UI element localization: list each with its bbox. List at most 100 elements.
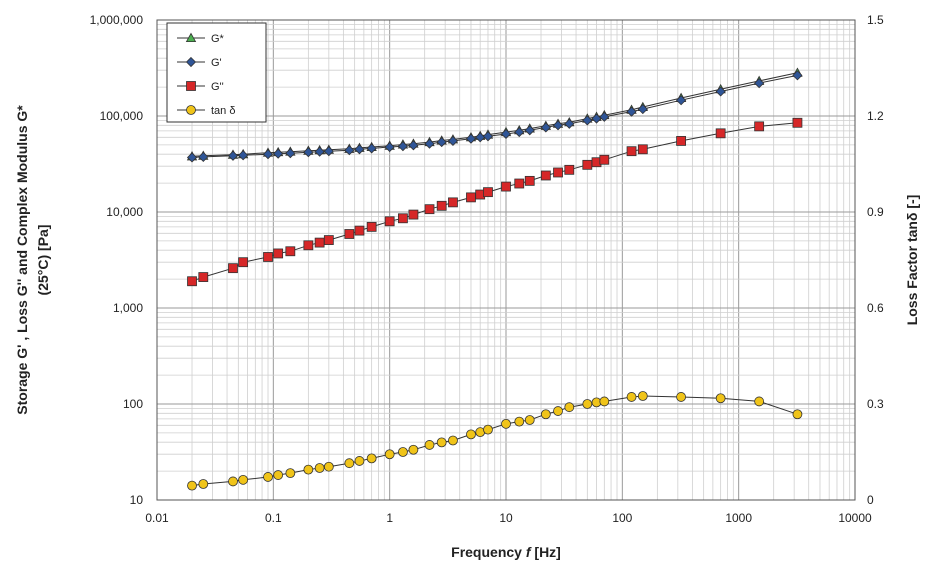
data-point: [366, 221, 377, 232]
data-point: [540, 409, 551, 420]
data-point: [564, 402, 575, 413]
data-point: [273, 248, 284, 259]
data-point: [448, 435, 458, 446]
y-tick-label: 100: [123, 397, 143, 411]
data-point: [553, 406, 563, 416]
legend-label: G'': [211, 81, 224, 93]
data-point: [626, 106, 637, 117]
data-point: [483, 187, 493, 198]
y2-tick-label: 1.2: [867, 109, 884, 123]
y2-tick-label: 1.5: [867, 13, 884, 27]
data-point: [514, 127, 525, 138]
data-point: [323, 461, 334, 472]
data-point: [564, 164, 575, 175]
y-axis-title-line-2: (25°C) [Pa]: [35, 225, 51, 296]
data-point: [186, 152, 198, 163]
data-point: [447, 135, 459, 146]
data-point: [676, 136, 686, 146]
data-point: [524, 415, 535, 425]
data-point: [637, 391, 648, 401]
data-point: [676, 392, 686, 402]
x-axis-title-variable: f: [526, 544, 532, 560]
data-point: [599, 111, 610, 122]
data-point: [263, 472, 273, 482]
data-point: [273, 470, 284, 480]
data-point: [501, 181, 511, 192]
data-point: [303, 147, 314, 158]
data-point: [466, 192, 476, 203]
data-point: [540, 170, 551, 181]
legend-label: G': [211, 57, 222, 69]
data-point: [354, 144, 365, 155]
x-tick-label: 100: [612, 511, 632, 525]
data-point: [366, 453, 377, 464]
data-point: [436, 200, 447, 211]
data-point: [262, 149, 274, 160]
data-point: [314, 463, 325, 473]
data-point: [582, 399, 593, 409]
x-axis-title-part-3: [Hz]: [531, 544, 561, 560]
data-point: [626, 146, 637, 157]
legend-label: G*: [211, 33, 225, 45]
data-point: [323, 146, 334, 157]
x-tick-label: 1: [386, 511, 393, 525]
tick-labels: 0.01 0.1 1 10 100 1000 10000 10 100 1,000 10,000 10…: [90, 13, 884, 525]
data-point: [715, 393, 726, 404]
data-point: [715, 128, 726, 139]
legend: G* G' G'' tan δ: [166, 22, 267, 123]
y-tick-label: 10,000: [106, 205, 143, 219]
data-point: [344, 458, 355, 469]
data-point: [524, 125, 535, 136]
data-point: [314, 237, 325, 248]
data-point: [754, 78, 765, 89]
data-point: [676, 95, 687, 106]
data-point: [482, 131, 494, 142]
data-point: [582, 159, 593, 170]
x-tick-label: 0.01: [145, 511, 169, 525]
y-tick-label: 1,000: [113, 301, 143, 315]
data-point: [582, 115, 593, 126]
data-point: [715, 86, 726, 97]
data-point: [238, 150, 249, 161]
data-point: [198, 151, 209, 162]
data-point: [564, 118, 575, 129]
data-point: [466, 429, 476, 440]
data-point: [384, 141, 395, 153]
plot-area-frame: [156, 19, 856, 501]
x-tick-label: 10000: [838, 511, 872, 525]
data-point: [475, 132, 486, 143]
data-point: [285, 468, 296, 479]
data-point: [398, 213, 408, 224]
data-point: [198, 479, 209, 489]
data-point: [792, 409, 803, 420]
data-point: [397, 141, 408, 152]
data-point: [273, 148, 284, 159]
data-point: [187, 480, 197, 491]
data-point: [408, 209, 419, 220]
data-point: [553, 167, 563, 178]
legend-marker: [185, 32, 197, 42]
data-point: [187, 276, 197, 287]
data-point: [626, 392, 637, 402]
data-point: [384, 449, 395, 460]
data-point: [344, 229, 355, 239]
y2-tick-label: 0: [867, 493, 874, 507]
data-point: [228, 476, 238, 487]
data-point: [303, 240, 314, 251]
data-point: [384, 216, 395, 227]
data-point: [448, 197, 458, 208]
y-tick-label: 100,000: [100, 109, 144, 123]
legend-marker: [186, 105, 196, 115]
data-point: [483, 424, 493, 435]
data-point: [524, 175, 535, 186]
data-point: [263, 252, 273, 262]
y-tick-label: 1,000,000: [90, 13, 144, 27]
data-point: [408, 444, 419, 455]
data-point: [238, 257, 249, 268]
data-point: [792, 117, 803, 128]
data-point: [424, 204, 435, 215]
data-point: [366, 143, 377, 154]
grid: [156, 20, 855, 501]
